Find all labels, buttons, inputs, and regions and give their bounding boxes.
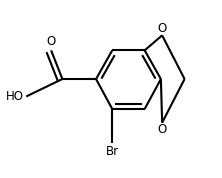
Text: Br: Br	[106, 145, 119, 158]
Text: HO: HO	[6, 90, 24, 103]
Text: O: O	[158, 123, 167, 136]
Text: O: O	[47, 35, 56, 48]
Text: O: O	[158, 22, 167, 35]
